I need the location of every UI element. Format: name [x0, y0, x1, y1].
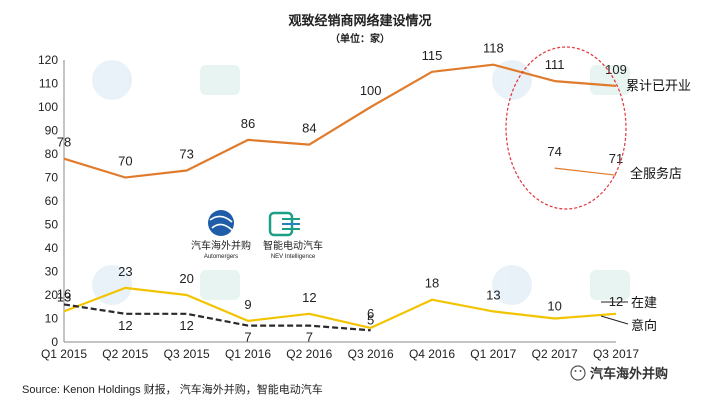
series-label-full-service: 全服务店	[630, 166, 682, 182]
automergers-logo-cn: 汽车海外并购	[191, 239, 251, 252]
y-tick-label: 70	[45, 171, 59, 185]
corner-watermark: 汽车海外并购	[570, 365, 668, 382]
data-label: 20	[179, 271, 193, 286]
legend-intention: 意向	[600, 315, 657, 334]
data-label: 5	[367, 312, 374, 327]
y-tick-label: 40	[45, 241, 59, 255]
data-label: 10	[547, 299, 561, 314]
y-tick-label: 0	[51, 335, 58, 349]
nev-logo-en: NEV Intelligence	[271, 254, 316, 260]
x-axis: Q1 2015 Q2 2015 Q3 2015 Q1 2016 Q2 2016 Q3 20…	[41, 341, 639, 361]
data-label: 71	[609, 151, 623, 166]
y-tick-label: 50	[45, 218, 59, 232]
x-tick-label: Q1 2015	[41, 347, 87, 361]
series-label-opened: 累计已开业	[626, 79, 691, 94]
series-line-1	[554, 167, 617, 176]
x-tick-label: Q3 2015	[164, 347, 210, 361]
data-label: 118	[483, 41, 504, 56]
y-tick-label: 80	[45, 147, 59, 161]
series-line-3	[63, 303, 371, 332]
legend-construction: 在建	[601, 296, 657, 311]
highlight-circle	[505, 46, 627, 210]
x-tick-label: Q1 2017	[470, 347, 516, 361]
data-label: 23	[118, 264, 132, 279]
data-label: 84	[302, 121, 316, 136]
nev-intelligence-logo: 智能电动汽车 NEV Intelligence	[263, 211, 323, 260]
series-line-0	[63, 63, 617, 179]
source-note: Source: Kenon Holdings 财报， 汽车海外并购，智能电动汽车	[22, 382, 323, 396]
data-label: 78	[57, 135, 71, 150]
data-label: 6	[367, 306, 374, 321]
x-tick-label: Q1 2016	[225, 347, 271, 361]
data-label: 16	[57, 286, 71, 301]
series-label-construction: 在建	[631, 296, 657, 311]
data-label: 12	[609, 294, 623, 309]
y-tick-label: 110	[39, 77, 58, 91]
data-label: 12	[118, 318, 132, 333]
x-tick-label: Q2 2016	[286, 347, 332, 361]
corner-watermark-text: 汽车海外并购	[590, 366, 668, 382]
automergers-logo: 汽车海外并购 Automergers	[191, 210, 251, 260]
data-label: 115	[422, 48, 443, 63]
y-axis: 0 10 20 30 40 50 60 70 80 90 100 110 120	[38, 53, 65, 349]
y-tick-label: 120	[38, 53, 58, 67]
data-label: 74	[547, 144, 561, 159]
data-label: 7	[306, 330, 313, 345]
y-tick-label: 100	[38, 100, 58, 114]
data-label: 9	[244, 297, 251, 312]
data-label: 70	[118, 154, 132, 169]
data-label: 111	[545, 57, 565, 72]
data-label: 109	[605, 62, 627, 77]
y-tick-label: 20	[45, 288, 59, 302]
x-tick-label: Q2 2015	[102, 347, 148, 361]
x-tick-label: Q2 2017	[532, 347, 578, 361]
data-label: 12	[302, 290, 316, 305]
x-tick-label: Q3 2016	[348, 347, 394, 361]
chart-subtitle: （单位：家）	[330, 32, 390, 45]
data-label: 13	[57, 289, 71, 304]
y-tick-label: 60	[45, 194, 59, 208]
data-label: 13	[486, 287, 500, 302]
x-tick-label: Q4 2016	[409, 347, 455, 361]
data-label: 18	[425, 276, 439, 291]
y-tick-label: 10	[45, 312, 59, 326]
background-watermarks	[92, 60, 630, 305]
y-tick-label: 30	[45, 265, 59, 279]
data-label: 12	[179, 318, 193, 333]
data-labels: 78 70 73 86 84 100 115 118 111 109 74 71 13 23 20 9 12 6 1…	[57, 41, 627, 345]
automergers-logo-en: Automergers	[204, 254, 238, 260]
y-tick-label: 90	[45, 124, 59, 138]
chart-title: 观致经销商网络建设情况	[288, 13, 431, 29]
data-label: 100	[360, 83, 382, 98]
automergers-globe-icon	[208, 210, 234, 236]
data-label: 86	[241, 116, 255, 131]
x-tick-label: Q3 2017	[593, 347, 639, 361]
wechat-icon	[570, 365, 586, 381]
data-label: 73	[179, 146, 193, 161]
nev-logo-cn: 智能电动汽车	[263, 239, 323, 252]
data-label: 7	[244, 330, 251, 345]
series-label-intention: 意向	[631, 318, 657, 334]
series-layer	[63, 63, 617, 332]
series-line-2	[63, 286, 617, 329]
